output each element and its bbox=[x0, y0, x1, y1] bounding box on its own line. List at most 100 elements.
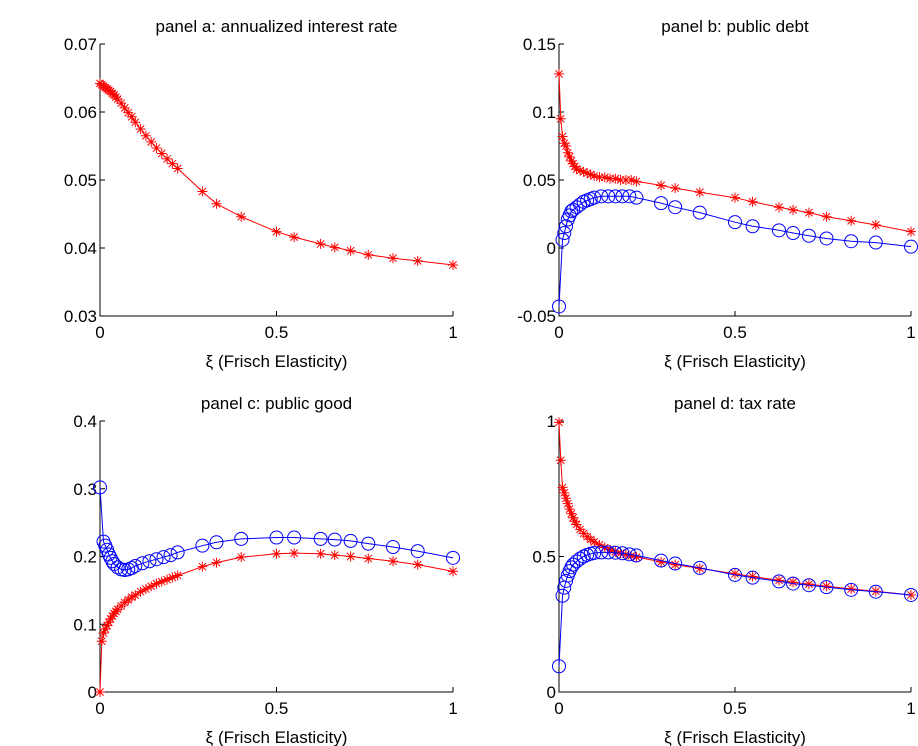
data-point bbox=[561, 141, 572, 151]
panel-1: panel a: annualized interest rate 0 0.5 1 0.… bbox=[64, 17, 458, 371]
data-point bbox=[151, 578, 162, 589]
data-point bbox=[98, 628, 109, 639]
data-point bbox=[172, 570, 183, 581]
data-point bbox=[343, 533, 358, 548]
series-line bbox=[99, 83, 454, 266]
data-point bbox=[566, 557, 581, 572]
data-point bbox=[554, 68, 564, 79]
data-point bbox=[844, 234, 859, 249]
axis-lines bbox=[99, 44, 453, 317]
data-point bbox=[730, 192, 740, 203]
data-point bbox=[569, 200, 584, 215]
data-point bbox=[774, 202, 784, 213]
y-tick-label: 0 bbox=[547, 683, 556, 702]
x-tick-label: 0 bbox=[95, 699, 104, 718]
data-point bbox=[387, 556, 398, 567]
x-axis-label: ξ (Frisch Elasticity) bbox=[206, 728, 348, 746]
data-point bbox=[96, 636, 107, 647]
data-point bbox=[569, 516, 580, 527]
x-tick-label: 0.5 bbox=[723, 323, 747, 342]
data-point bbox=[564, 151, 575, 162]
data-point bbox=[156, 576, 167, 587]
data-point bbox=[599, 172, 610, 183]
x-axis-label: ξ (Frisch Elasticity) bbox=[206, 352, 348, 371]
data-point bbox=[745, 219, 760, 234]
data-point bbox=[559, 138, 570, 149]
y-tick-label: 0.07 bbox=[64, 35, 97, 54]
data-point bbox=[93, 480, 107, 495]
panel-4: panel d: tax rate 0 0.5 1 0 0.5 1 ξ (Frisch Ela… bbox=[532, 394, 918, 746]
data-point bbox=[197, 186, 208, 197]
data-point bbox=[620, 549, 631, 560]
data-point bbox=[167, 158, 178, 169]
data-point bbox=[803, 207, 814, 218]
data-point bbox=[774, 575, 784, 586]
data-point bbox=[692, 205, 707, 220]
data-point bbox=[163, 548, 178, 563]
data-point bbox=[730, 568, 740, 579]
data-point bbox=[123, 594, 134, 605]
data-point bbox=[448, 566, 458, 577]
data-point bbox=[123, 107, 134, 118]
data-point bbox=[589, 536, 600, 547]
x-tick-label: 1 bbox=[448, 699, 457, 718]
data-point bbox=[615, 189, 630, 204]
data-point bbox=[385, 540, 400, 555]
data-point bbox=[387, 253, 398, 264]
data-point bbox=[269, 530, 284, 545]
data-point bbox=[128, 558, 143, 573]
data-point bbox=[868, 584, 883, 599]
y-tick-label: 0.3 bbox=[73, 480, 97, 499]
y-tick-label: 0.15 bbox=[523, 35, 556, 54]
panel-title: panel c: public good bbox=[201, 394, 352, 413]
y-tick-label: 1 bbox=[547, 412, 556, 431]
data-point bbox=[555, 232, 570, 247]
data-point bbox=[211, 557, 222, 568]
series-asterisk bbox=[95, 78, 458, 270]
data-point bbox=[626, 175, 637, 185]
x-tick-label: 0 bbox=[554, 699, 563, 718]
data-point bbox=[566, 508, 577, 519]
data-point bbox=[786, 226, 801, 241]
data-point bbox=[167, 572, 178, 583]
data-point bbox=[631, 552, 642, 563]
series-line bbox=[558, 73, 912, 233]
data-point bbox=[610, 173, 621, 184]
x-tick-label: 0 bbox=[554, 323, 563, 342]
data-point bbox=[594, 172, 605, 183]
data-point bbox=[629, 548, 644, 563]
data-point bbox=[568, 158, 579, 169]
y-tick-label: 0 bbox=[547, 239, 556, 258]
y-tick-label: 0.05 bbox=[64, 171, 97, 190]
data-point bbox=[656, 556, 667, 567]
data-point bbox=[410, 544, 425, 559]
data-point bbox=[236, 211, 247, 222]
panel-title: panel b: public debt bbox=[661, 17, 809, 36]
data-point bbox=[197, 561, 208, 572]
data-point bbox=[747, 571, 758, 582]
data-point bbox=[821, 581, 832, 592]
data-point bbox=[363, 553, 374, 564]
data-point bbox=[116, 98, 127, 109]
data-point bbox=[446, 550, 460, 565]
data-point bbox=[559, 573, 574, 588]
data-point bbox=[728, 215, 742, 230]
data-point bbox=[582, 531, 593, 542]
data-point bbox=[135, 586, 146, 597]
data-point bbox=[575, 524, 586, 535]
data-point bbox=[582, 168, 593, 179]
data-point bbox=[126, 111, 137, 122]
data-point bbox=[552, 659, 566, 674]
x-tick-label: 0 bbox=[95, 323, 104, 342]
data-point bbox=[745, 570, 760, 585]
axis-lines bbox=[558, 421, 911, 693]
data-point bbox=[100, 623, 111, 634]
data-point bbox=[162, 153, 173, 164]
data-point bbox=[846, 215, 857, 226]
data-point bbox=[566, 202, 581, 217]
data-point bbox=[552, 299, 566, 314]
data-point bbox=[594, 545, 609, 560]
data-point bbox=[605, 173, 616, 184]
